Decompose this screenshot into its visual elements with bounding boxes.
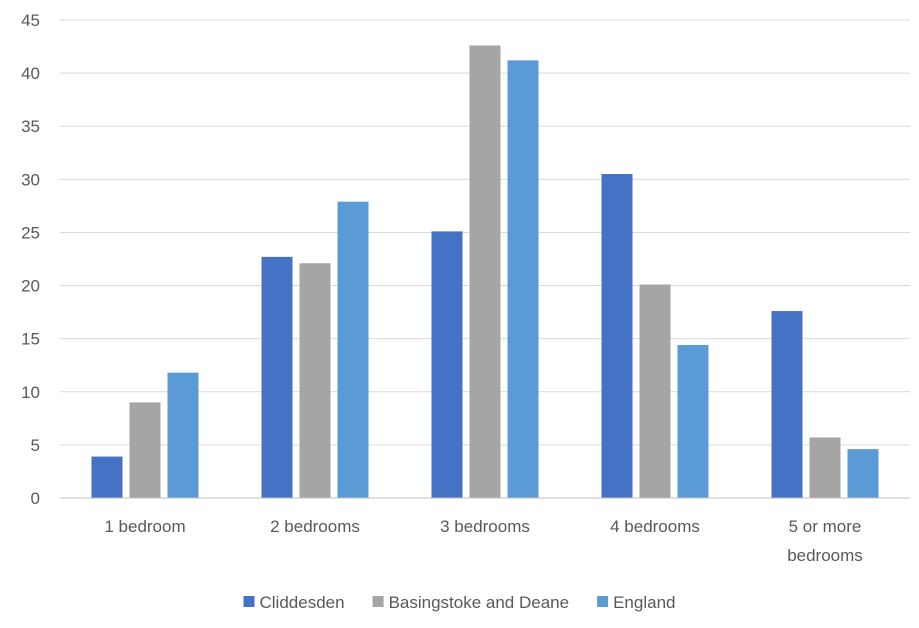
legend: Cliddesden Basingstoke and Deane England [243,593,675,612]
bar-cliddesden-2 [431,231,463,499]
y-tick-label: 20 [21,277,40,296]
x-category-label: 4 bedrooms [610,517,700,536]
x-category-label: 5 or more bedrooms [787,517,863,565]
x-category-label-line: 4 bedrooms [610,517,700,536]
bar-england-1 [337,201,369,498]
y-tick-label: 40 [21,64,40,83]
x-category-label: 1 bedroom [104,517,185,536]
x-category-label-line: 5 or more [789,517,862,536]
bar-england-0 [167,372,199,498]
y-tick-label: 15 [21,330,40,349]
bar-england-3 [677,345,709,498]
legend-item: England [597,593,675,612]
bar-cliddesden-0 [91,456,123,498]
x-axis-category-labels: 1 bedroom 2 bedrooms 3 bedrooms 4 bedrooms 5… [104,517,862,565]
bar-basingstoke-and-deane-0 [129,402,161,498]
x-category-label: 2 bedrooms [270,517,360,536]
x-category-label-line: 2 bedrooms [270,517,360,536]
bar-cliddesden-4 [771,311,803,498]
x-category-label-line: 1 bedroom [104,517,185,536]
legend-label: Basingstoke and Deane [389,593,570,612]
x-category-label: 3 bedrooms [440,517,530,536]
y-axis-tick-labels: 0 5 10 15 20 25 30 35 40 45 [21,11,40,508]
bar-basingstoke-and-deane-4 [809,437,841,498]
bar-cliddesden-1 [261,256,293,498]
x-category-label-line: 3 bedrooms [440,517,530,536]
y-tick-label: 35 [21,117,40,136]
y-tick-label: 10 [21,383,40,402]
legend-swatch [372,596,384,607]
legend-item: Basingstoke and Deane [372,593,570,612]
y-tick-label: 45 [21,11,40,30]
y-tick-label: 30 [21,170,40,189]
bar-basingstoke-and-deane-1 [299,263,331,498]
bar-england-4 [847,449,879,498]
bar-basingstoke-and-deane-3 [639,284,671,498]
y-tick-label: 5 [31,436,40,455]
legend-label: Cliddesden [260,593,345,612]
y-tick-label: 25 [21,223,40,242]
y-tick-label: 0 [31,489,40,508]
legend-swatch [243,596,255,607]
legend-swatch [597,596,609,607]
bar-england-2 [507,60,539,499]
bar-cliddesden-3 [601,174,633,498]
bars [91,45,879,499]
bar-basingstoke-and-deane-2 [469,45,501,498]
legend-label: England [613,593,675,612]
legend-item: Cliddesden [243,593,345,612]
x-category-label-line: bedrooms [787,546,863,565]
